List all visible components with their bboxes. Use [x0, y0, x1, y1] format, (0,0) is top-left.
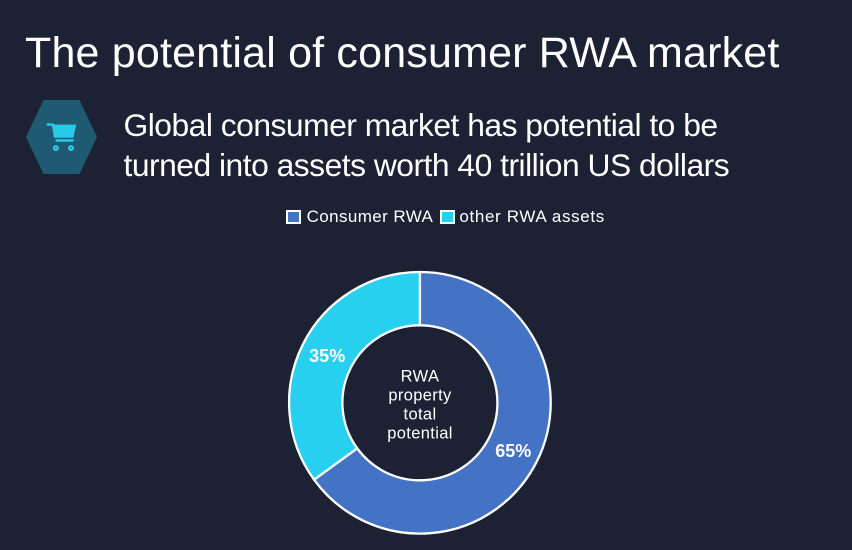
svg-text:total: total — [404, 406, 437, 424]
svg-text:35%: 35% — [309, 346, 345, 366]
svg-text:property: property — [388, 387, 452, 405]
svg-text:65%: 65% — [495, 441, 531, 461]
svg-text:potential: potential — [387, 424, 453, 442]
svg-text:RWA: RWA — [401, 368, 440, 386]
